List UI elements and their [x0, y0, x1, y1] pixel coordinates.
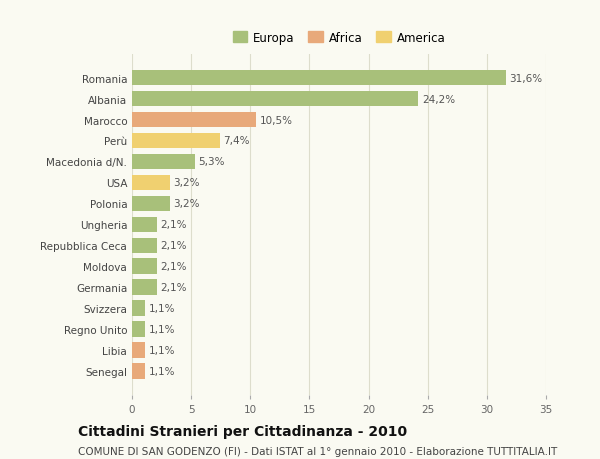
- Text: COMUNE DI SAN GODENZO (FI) - Dati ISTAT al 1° gennaio 2010 - Elaborazione TUTTIT: COMUNE DI SAN GODENZO (FI) - Dati ISTAT …: [78, 446, 557, 456]
- Bar: [132, 112, 256, 128]
- Bar: [132, 133, 220, 149]
- Bar: [132, 301, 145, 317]
- Bar: [132, 238, 157, 254]
- Text: 2,1%: 2,1%: [160, 220, 187, 230]
- Text: 3,2%: 3,2%: [173, 178, 200, 188]
- Text: 2,1%: 2,1%: [160, 241, 187, 251]
- Bar: [132, 175, 170, 191]
- Bar: [132, 217, 157, 233]
- Bar: [132, 364, 145, 379]
- Text: 31,6%: 31,6%: [509, 73, 542, 84]
- Text: 3,2%: 3,2%: [173, 199, 200, 209]
- Bar: [132, 343, 145, 358]
- Bar: [132, 280, 157, 296]
- Text: 1,1%: 1,1%: [149, 325, 175, 335]
- Bar: [132, 322, 145, 337]
- Text: 7,4%: 7,4%: [223, 136, 250, 146]
- Legend: Europa, Africa, America: Europa, Africa, America: [228, 27, 450, 50]
- Bar: [132, 71, 506, 86]
- Bar: [132, 196, 170, 212]
- Text: 2,1%: 2,1%: [160, 283, 187, 293]
- Text: 1,1%: 1,1%: [149, 346, 175, 356]
- Text: 5,3%: 5,3%: [198, 157, 225, 167]
- Text: 24,2%: 24,2%: [422, 94, 455, 104]
- Text: 10,5%: 10,5%: [260, 115, 293, 125]
- Text: 2,1%: 2,1%: [160, 262, 187, 272]
- Bar: [132, 154, 194, 170]
- Text: 1,1%: 1,1%: [149, 304, 175, 313]
- Text: Cittadini Stranieri per Cittadinanza - 2010: Cittadini Stranieri per Cittadinanza - 2…: [78, 425, 407, 438]
- Bar: [132, 91, 418, 107]
- Bar: [132, 259, 157, 274]
- Text: 1,1%: 1,1%: [149, 366, 175, 376]
